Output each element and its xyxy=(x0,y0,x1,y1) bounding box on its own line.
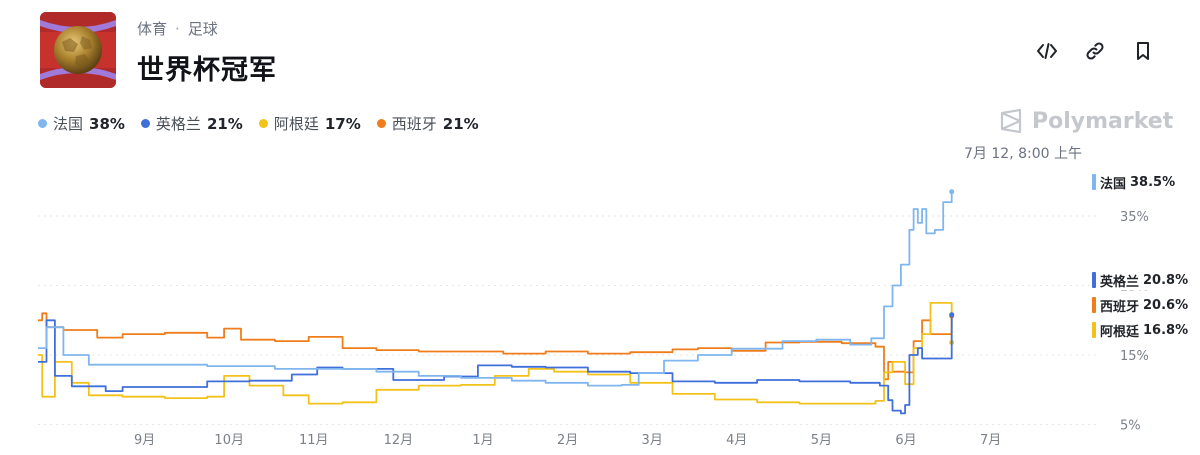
trophy-ball-image xyxy=(40,12,116,88)
x-tick-label: 12月 xyxy=(384,433,414,448)
end-label-spain: 西班牙 20.6% xyxy=(1092,295,1191,315)
code-embed-icon xyxy=(1037,43,1057,59)
legend-name: 阿根廷 xyxy=(273,115,319,133)
y-tick-label: 5% xyxy=(1120,419,1141,434)
end-label-value: 16.8% xyxy=(1143,322,1189,338)
x-tick-label: 10月 xyxy=(214,433,244,448)
x-tick-label: 2月 xyxy=(557,433,578,448)
series-line-3 xyxy=(38,312,953,381)
series-endpoint xyxy=(949,189,955,195)
end-label-france: 法国 38.5% xyxy=(1092,172,1178,192)
breadcrumb-separator: · xyxy=(175,19,180,38)
end-label-value: 20.6% xyxy=(1143,297,1189,313)
legend-value: 38% xyxy=(89,114,125,133)
end-label-name: 西班牙 xyxy=(1100,299,1140,315)
end-label-value: 20.8% xyxy=(1143,272,1189,288)
polymarket-logo-icon xyxy=(1000,108,1022,134)
hover-timestamp: 7月 12, 8:00 上午 xyxy=(964,146,1082,162)
end-label-bar xyxy=(1092,322,1096,338)
market-header: 体育 · 足球 世界杯冠军 xyxy=(40,12,1160,92)
market-thumbnail xyxy=(40,12,116,88)
series-line-1 xyxy=(38,314,953,415)
brand-name: Polymarket xyxy=(1032,108,1174,134)
end-label-name: 阿根廷 xyxy=(1100,324,1140,340)
x-axis-ticks: 9月 10月 11月 12月 1月 2月 3月 4月 5月 6月 7月 xyxy=(134,433,1001,448)
legend-value: 21% xyxy=(442,114,479,133)
legend-name: 西班牙 xyxy=(391,115,437,133)
y-axis-ticks: 5%15%25%35% xyxy=(1120,210,1149,434)
legend-dot xyxy=(38,119,47,128)
series-line-2 xyxy=(38,302,953,405)
chart-series xyxy=(38,189,955,415)
x-tick-label: 5月 xyxy=(811,433,832,448)
end-label-value: 38.5% xyxy=(1130,174,1176,190)
legend-value: 17% xyxy=(324,114,361,133)
legend-dot xyxy=(140,119,150,128)
breadcrumb-category[interactable]: 体育 xyxy=(137,20,168,38)
end-label-argentina: 阿根廷 16.8% xyxy=(1092,320,1191,340)
chart-legend: 法国 38% 英格兰 21% 阿根廷 17% 西班牙 21% xyxy=(38,113,479,134)
legend-item-spain[interactable]: 西班牙 21% xyxy=(376,113,479,134)
embed-button[interactable] xyxy=(1030,34,1064,68)
bookmark-icon xyxy=(1137,42,1149,60)
y-tick-label: 15% xyxy=(1120,349,1149,364)
end-label-name: 法国 xyxy=(1100,176,1127,192)
legend-value: 21% xyxy=(206,114,243,133)
chart-grid xyxy=(38,215,1098,425)
end-label-name: 英格兰 xyxy=(1100,274,1140,290)
legend-name: 英格兰 xyxy=(155,115,201,133)
y-tick-label: 35% xyxy=(1120,210,1149,225)
x-tick-label: 11月 xyxy=(299,433,329,448)
bookmark-button[interactable] xyxy=(1126,34,1160,68)
end-label-bar xyxy=(1092,174,1096,190)
page-title: 世界杯冠军 xyxy=(137,55,277,86)
end-label-england: 英格兰 20.8% xyxy=(1092,270,1191,290)
copy-link-button[interactable] xyxy=(1078,34,1112,68)
link-icon xyxy=(1086,42,1104,60)
x-tick-label: 9月 xyxy=(134,433,155,448)
legend-item-england[interactable]: 英格兰 21% xyxy=(140,113,243,134)
legend-dot xyxy=(376,119,386,128)
legend-item-argentina[interactable]: 阿根廷 17% xyxy=(258,113,361,134)
polymarket-watermark: Polymarket xyxy=(998,108,1173,134)
header-actions xyxy=(1030,34,1160,68)
x-tick-label: 7月 xyxy=(980,433,1001,448)
series-line-0 xyxy=(38,191,953,387)
end-label-bar xyxy=(1092,272,1096,288)
legend-dot xyxy=(258,119,268,128)
x-tick-label: 3月 xyxy=(642,433,663,448)
x-tick-label: 1月 xyxy=(472,433,493,448)
x-tick-label: 6月 xyxy=(895,433,916,448)
x-tick-label: 4月 xyxy=(726,433,747,448)
breadcrumb: 体育 · 足球 xyxy=(137,18,218,39)
end-label-bar xyxy=(1092,297,1096,313)
breadcrumb-subcategory[interactable]: 足球 xyxy=(187,20,218,38)
series-endpoint xyxy=(949,312,955,318)
legend-name: 法国 xyxy=(53,115,84,133)
legend-item-france[interactable]: 法国 38% xyxy=(38,113,125,134)
